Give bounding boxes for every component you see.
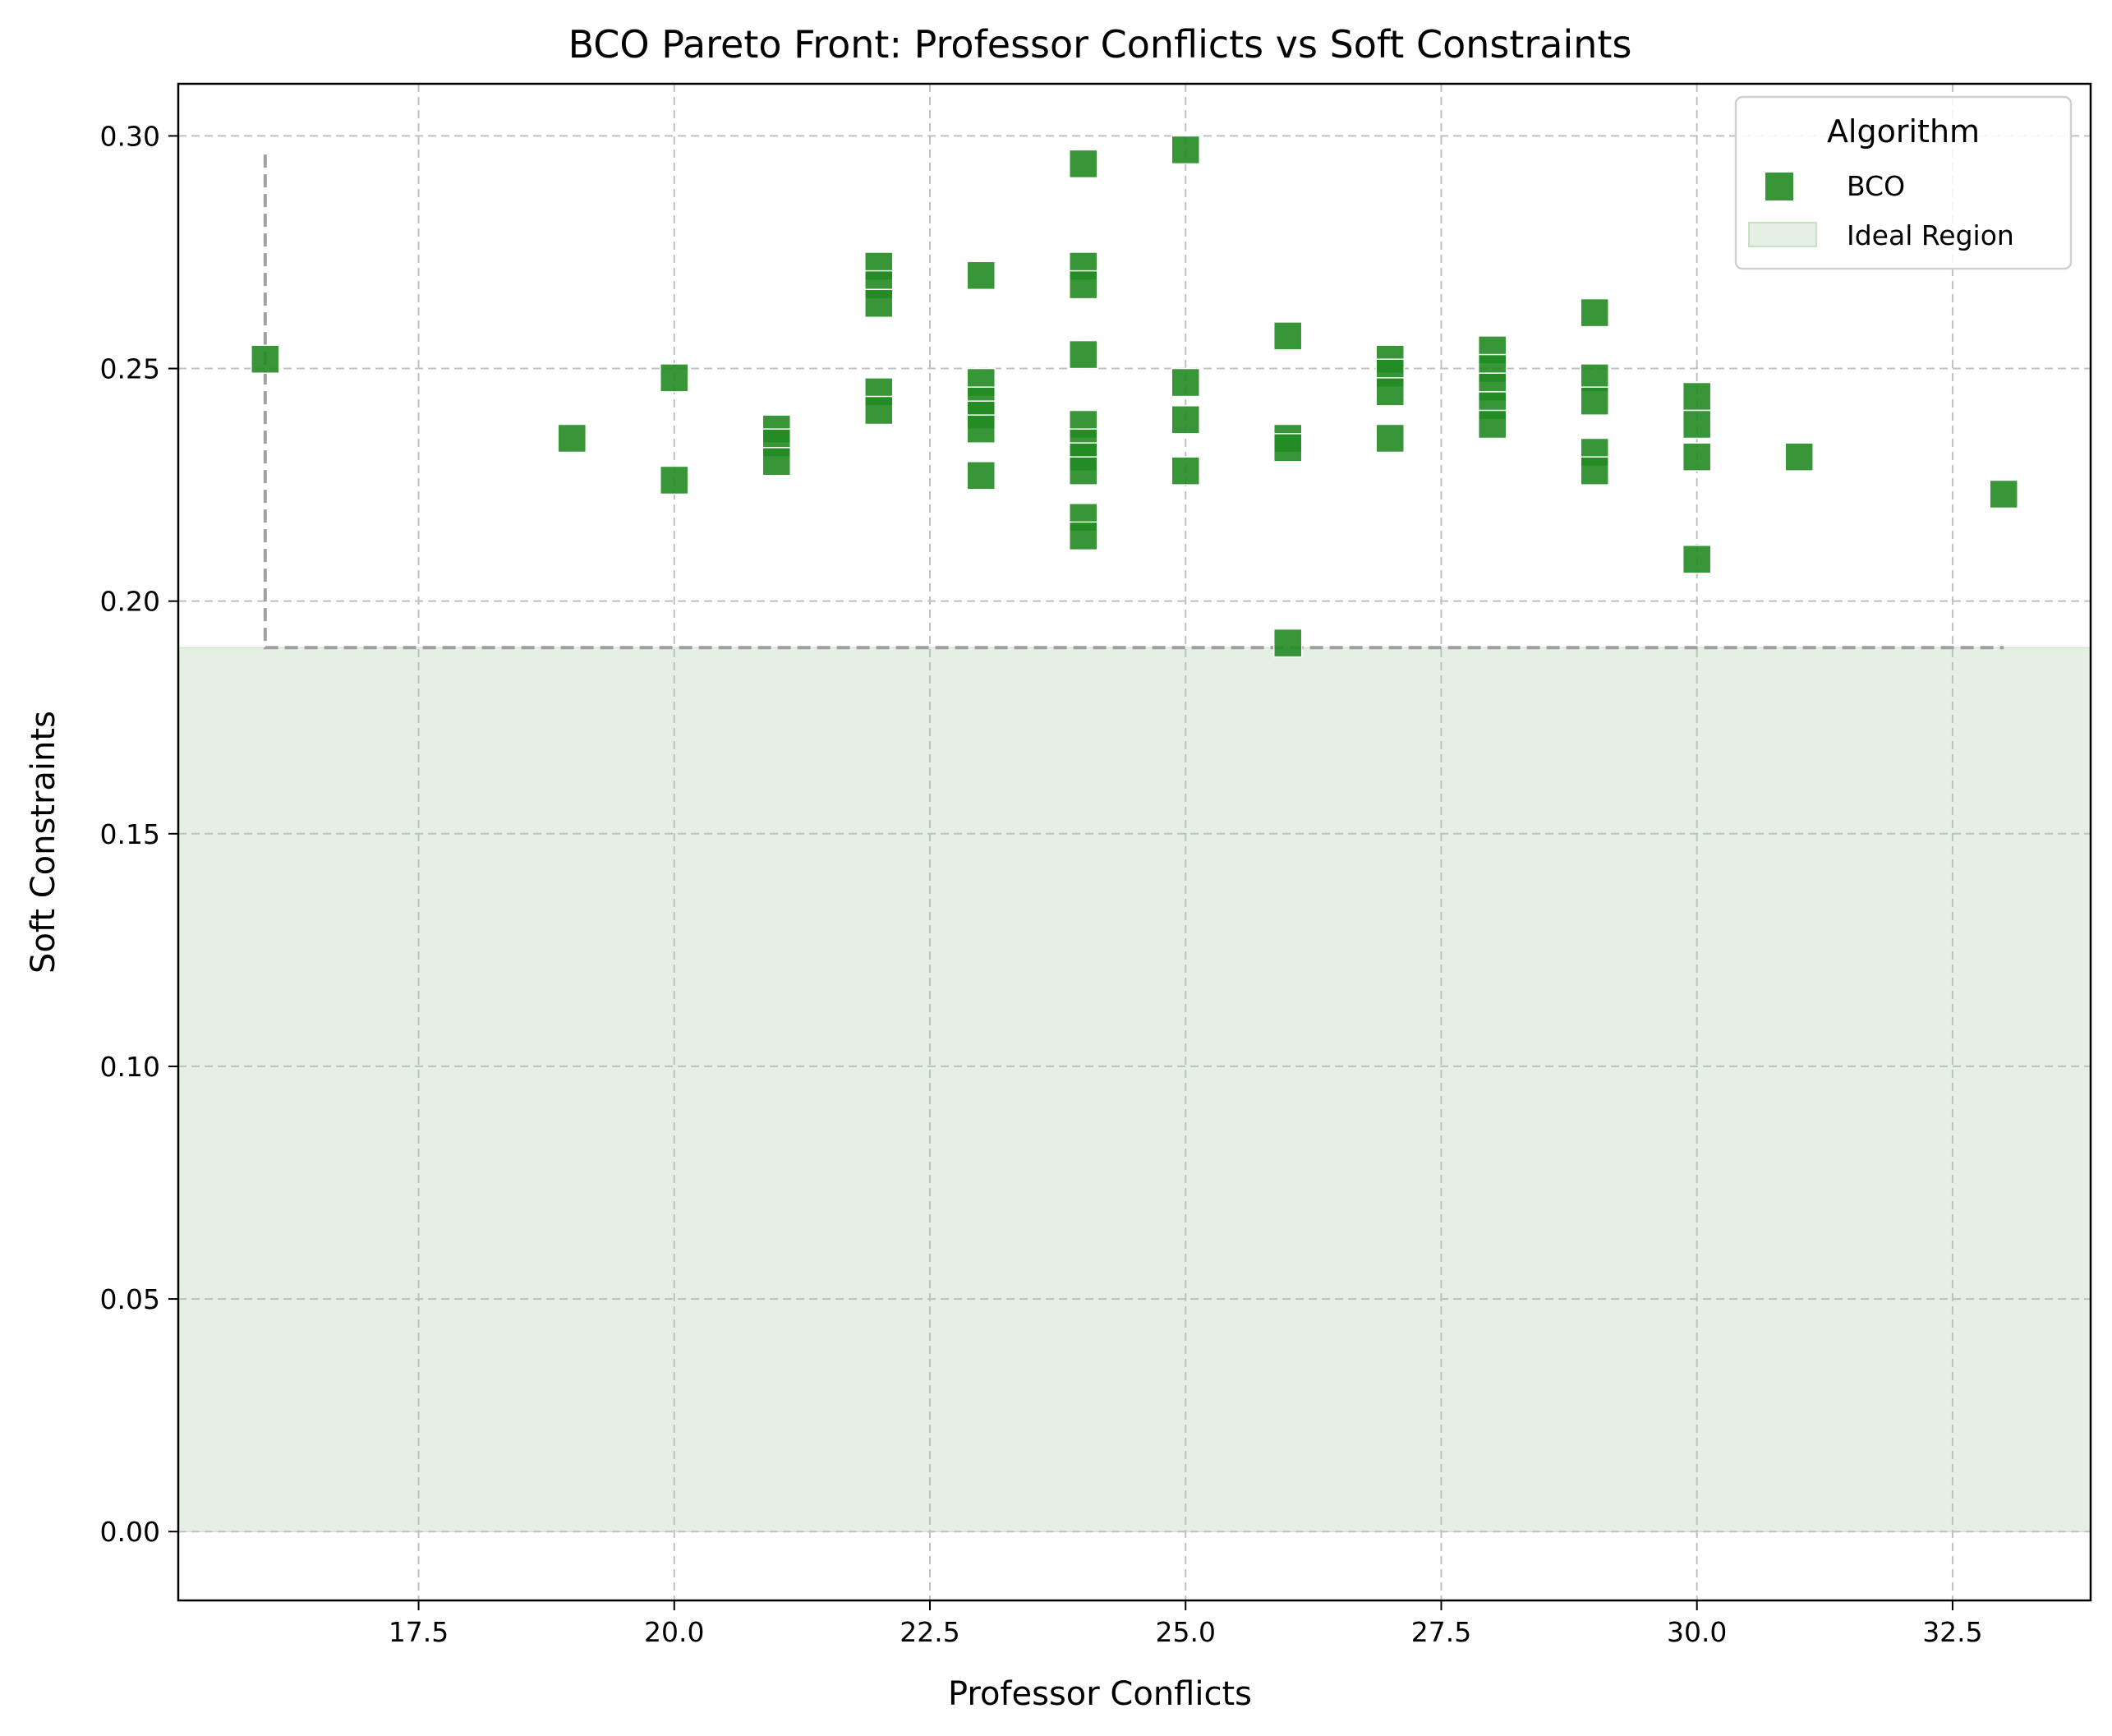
data-point [966,260,996,291]
data-point [1069,339,1098,370]
y-axis-label: Soft Constraints [25,711,62,974]
data-point [1580,297,1609,328]
x-axis-ticks: 17.5 20.0 22.5 25.0 27.5 30.0 32.5 [389,1600,1983,1648]
data-point [966,461,996,490]
x-tick-label: 30.0 [1667,1616,1727,1648]
x-tick-label: 32.5 [1922,1616,1982,1648]
y-tick-label: 0.15 [100,818,160,850]
y-tick-label: 0.30 [100,120,160,152]
x-tick-label: 25.0 [1156,1616,1216,1648]
x-axis-label: Professor Conflicts [948,1675,1252,1713]
data-point [660,363,689,393]
y-tick-label: 0.05 [100,1283,160,1315]
data-point [1682,442,1712,472]
data-point [1682,381,1712,412]
data-point [660,465,689,495]
x-tick-label: 20.0 [644,1616,704,1648]
pareto-line-layer [263,154,2004,650]
y-axis-ticks: 0.00 0.05 0.10 0.15 0.20 0.25 0.30 [100,120,178,1548]
data-point [864,288,894,319]
ideal-region-layer [177,647,2091,1532]
data-point [251,344,280,374]
points-layer [251,135,2018,658]
data-point [1682,544,1712,574]
y-tick-label: 0.10 [100,1051,160,1083]
data-point [1580,386,1609,416]
plot-frame [177,82,2092,1602]
pareto-line [263,154,2004,650]
data-point [1989,479,2018,509]
data-point [1171,405,1200,435]
data-point [1272,321,1303,351]
y-tick-label: 0.25 [100,353,160,385]
data-point [1171,456,1200,486]
data-point [1069,521,1098,551]
x-tick-label: 22.5 [900,1616,959,1648]
x-tick-label: 27.5 [1411,1616,1471,1648]
data-point [966,414,996,444]
data-point [864,395,894,426]
data-point [1580,456,1609,486]
legend-patch-ideal [1748,222,1817,247]
data-point [1069,149,1098,179]
data-point [1375,377,1405,407]
data-point [1171,367,1200,398]
legend-marker-bco [1765,173,1793,200]
data-point [557,423,587,454]
chart-title: BCO Pareto Front: Professor Conflicts vs… [568,22,1632,67]
y-tick-label: 0.20 [100,586,160,618]
x-tick-label: 17.5 [389,1616,449,1648]
data-point [1682,409,1712,440]
data-point [1069,456,1098,486]
grid-layer [178,84,2091,1600]
data-point [1375,423,1405,454]
data-point [1171,135,1200,165]
legend: Algorithm BCO Ideal Region [1734,95,2073,270]
legend-label-bco: BCO [1847,170,1905,202]
ideal-region [177,647,2091,1532]
data-point [1272,433,1303,463]
legend-label-ideal: Ideal Region [1847,219,2014,251]
data-point [1477,409,1507,440]
legend-box [1734,95,2073,270]
data-point [762,447,792,477]
y-tick-label: 0.00 [100,1516,160,1548]
data-point [1069,269,1098,300]
legend-title: Algorithm [1827,113,1980,150]
data-point [1784,442,1814,472]
data-point [1272,628,1303,658]
